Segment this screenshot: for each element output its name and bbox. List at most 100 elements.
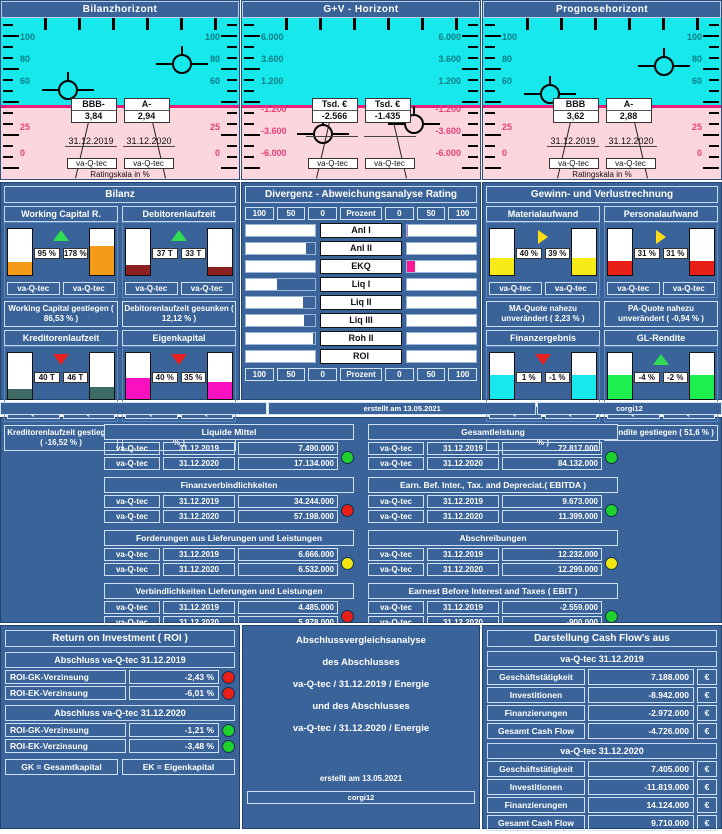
- gv-entity-left-1[interactable]: va-Q-tec: [607, 282, 660, 295]
- rating-boxes: BBB- 3,84 A- 2,94: [1, 98, 239, 123]
- gv-kpi-title-3: GL-Rendite: [604, 330, 718, 346]
- gv-meter-right-1: [689, 228, 715, 276]
- rating-entity-0[interactable]: va-Q-tec: [307, 158, 358, 169]
- cashflow-value-0-1: -8.942.000: [588, 687, 694, 703]
- divergenz-label-1[interactable]: Anl II: [320, 241, 402, 256]
- mid-left-block-0: Liquide Mittel va-Q-tec 31.12.2019 7.490…: [104, 424, 354, 472]
- mid-right-entity-2-1[interactable]: va-Q-tec: [368, 563, 424, 576]
- divergenz-row-2: EKQ: [245, 259, 477, 274]
- mid-right-entity-1-0[interactable]: va-Q-tec: [368, 495, 424, 508]
- roi-value-0-0: -2,43 %: [129, 670, 219, 684]
- trend-down-icon: [171, 354, 187, 365]
- table-row: va-Q-tec 31.12.2020 84.132.000: [368, 457, 602, 470]
- rating-dates: [242, 136, 480, 137]
- mid-left-entity-1-0[interactable]: va-Q-tec: [104, 495, 160, 508]
- divergenz-bar-left-3: [245, 278, 316, 291]
- rating-entity-1[interactable]: va-Q-tec: [123, 158, 174, 169]
- rating-entity-0[interactable]: va-Q-tec: [548, 158, 599, 169]
- gv-note-1: PA-Quote nahezu unverändert ( -0,94 % ): [604, 301, 718, 327]
- mid-left-entity-1-1[interactable]: va-Q-tec: [104, 510, 160, 523]
- gv-entity-left-0[interactable]: va-Q-tec: [489, 282, 542, 295]
- scale-right: [693, 18, 719, 179]
- roi-label-0-1: ROI-EK-Verzinsung: [5, 686, 127, 700]
- rating-entity-0[interactable]: va-Q-tec: [66, 158, 117, 169]
- mid-left-entity-2-0[interactable]: va-Q-tec: [104, 548, 160, 561]
- divergenz-bottom-scale-4: 0: [385, 368, 414, 381]
- horizon-line: [242, 105, 480, 108]
- mid-right-block-3: Earnest Before Interest and Taxes ( EBIT…: [368, 583, 618, 631]
- cashflow-label-1-3: Gesamt Cash Flow: [487, 815, 585, 831]
- mid-right-entity-1-1[interactable]: va-Q-tec: [368, 510, 424, 523]
- table-row: va-Q-tec 31.12.2019 7.490.000: [104, 442, 338, 455]
- mid-right-value-0-1: 84.132.000: [502, 457, 602, 470]
- cashflow-label-0-3: Gesamt Cash Flow: [487, 723, 585, 739]
- mid-left-value-0-0: 7.490.000: [238, 442, 338, 455]
- bilanz-note-1: Debitorenlaufzeit gesunken ( 12,12 % ): [122, 301, 236, 327]
- mid-right-entity-2-0[interactable]: va-Q-tec: [368, 548, 424, 561]
- status-badge: [341, 503, 354, 517]
- rating-entity-1[interactable]: va-Q-tec: [364, 158, 415, 169]
- table-row: va-Q-tec 31.12.2020 11.399.000: [368, 510, 602, 523]
- rating-entities: va-Q-tec va-Q-tec: [483, 158, 721, 169]
- rating-entities: va-Q-tec va-Q-tec: [1, 158, 239, 169]
- divergenz-scale-top: 100 50 0 Prozent 0 50 100: [245, 207, 478, 220]
- cashflow-row-1-0: Geschäftstätigkeit 7.405.000 €: [487, 761, 717, 777]
- divergenz-top-scale-4: 0: [385, 207, 414, 220]
- mid-right-entity-3-0[interactable]: va-Q-tec: [368, 601, 424, 614]
- divergenz-label-5[interactable]: Liq III: [320, 313, 402, 328]
- mid-left-entity-0-1[interactable]: va-Q-tec: [104, 457, 160, 470]
- upper-footer-center: erstellt am 13.05.2021: [268, 402, 536, 415]
- scale-caption: Ratingskala in %: [572, 170, 632, 179]
- divergenz-label-2[interactable]: EKQ: [320, 259, 402, 274]
- sky-region: [483, 18, 721, 106]
- mid-left-entity-3-0[interactable]: va-Q-tec: [104, 601, 160, 614]
- divergenz-bar-left-4: [245, 296, 316, 309]
- divergenz-bottom-scale-5: 50: [416, 368, 446, 381]
- gv-entity-right-0[interactable]: va-Q-tec: [544, 282, 597, 295]
- mid-left-value-2-0: 6.666.000: [238, 548, 338, 561]
- divergenz-label-0[interactable]: Anl I: [320, 223, 402, 238]
- bilanz-kpi-1: Debitorenlaufzeit 37 T 33 T va-Q-tec va-…: [122, 206, 236, 327]
- gv-value-right-3: -2 %: [662, 372, 688, 383]
- roi-label-1-0: ROI-GK-Verzinsung: [5, 723, 127, 737]
- gv-kpi-title-1: Personalaufwand: [604, 206, 718, 222]
- roi-block-1: Abschluss va-Q-tec 31.12.2020 ROI-GK-Ver…: [5, 705, 235, 753]
- analysis-line-2: des Abschlusses: [322, 657, 400, 668]
- bilanz-meter-left-0: [7, 228, 33, 276]
- bilanz-entity-right-0[interactable]: va-Q-tec: [62, 282, 115, 295]
- status-badge: [222, 723, 235, 737]
- mid-right-entity-0-0[interactable]: va-Q-tec: [368, 442, 424, 455]
- rating-entity-1[interactable]: va-Q-tec: [605, 158, 656, 169]
- bilanz-kpi-body-0: 95 % 178 % va-Q-tec va-Q-tec: [4, 222, 118, 298]
- gv-meter-left-2: [489, 352, 515, 400]
- status-badge: [605, 450, 618, 464]
- bilanz-entity-left-1[interactable]: va-Q-tec: [125, 282, 178, 295]
- analysis-text-panel: Abschlussvergleichsanalyse des Abschluss…: [242, 625, 480, 829]
- rating-grade-0: Tsd. €: [321, 99, 348, 109]
- rating-box-1: Tsd. € -1.435: [364, 98, 411, 123]
- mid-left-value-0-1: 17.134.000: [238, 457, 338, 470]
- gv-entity-right-1[interactable]: va-Q-tec: [662, 282, 715, 295]
- mid-left-date-0-1: 31.12.2020: [163, 457, 235, 470]
- mid-left-block-title-1: Finanzverbindlichkeiten: [104, 477, 354, 493]
- mid-right-entity-0-1[interactable]: va-Q-tec: [368, 457, 424, 470]
- divergenz-label-3[interactable]: Liq I: [320, 277, 402, 292]
- bilanz-meter-right-1: [207, 228, 233, 276]
- gauge-body-0: 100 80 60 25 0 100 80 60 25 0 BBB- 3,84 A- 2,94 3…: [1, 18, 239, 179]
- status-badge: [341, 450, 354, 464]
- mid-left-entity-0-0[interactable]: va-Q-tec: [104, 442, 160, 455]
- cashflow-label-1-2: Finanzierungen: [487, 797, 585, 813]
- gv-title: Gewinn- und Verlustrechnung: [486, 186, 718, 203]
- bilanz-entity-left-0[interactable]: va-Q-tec: [7, 282, 60, 295]
- divergenz-label-7[interactable]: ROI: [320, 349, 402, 364]
- divergenz-label-4[interactable]: Liq II: [320, 295, 402, 310]
- table-row: va-Q-tec 31.12.2019 4.485.000: [104, 601, 338, 614]
- mid-left-date-1-0: 31.12.2019: [163, 495, 235, 508]
- rating-date-1: 31.12.2020: [123, 136, 175, 147]
- divergenz-label-6[interactable]: Roh II: [320, 331, 402, 346]
- mid-left-entity-2-1[interactable]: va-Q-tec: [104, 563, 160, 576]
- bilanz-kpi-body-1: 37 T 33 T va-Q-tec va-Q-tec: [122, 222, 236, 298]
- bilanz-meter-left-3: [125, 352, 151, 400]
- gv-note-0: MA-Quote nahezu unverändert ( 2,23 % ): [486, 301, 600, 327]
- bilanz-entity-right-1[interactable]: va-Q-tec: [180, 282, 233, 295]
